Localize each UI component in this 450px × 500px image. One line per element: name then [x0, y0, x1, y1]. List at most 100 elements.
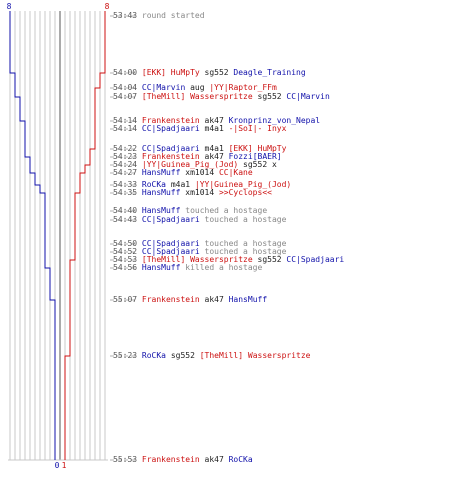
event-timestamp: 54:23	[113, 152, 142, 161]
event-timestamp: 54:27	[113, 168, 142, 177]
event-row: 55:07 Frankenstein ak47 HansMuff	[113, 295, 267, 304]
event-row: 54:00 [EKK] HuMpTy sg552 Deagle_Training	[113, 68, 306, 77]
event-text: RoCKa	[228, 455, 253, 464]
red-end-count: 1	[62, 461, 67, 470]
event-text: CC|Spadjaari	[141, 247, 200, 256]
event-text: |YY|Guinea_Pig_(Jod)	[141, 160, 239, 169]
event-timestamp: 54:14	[113, 116, 142, 125]
blue-end-count: 0	[55, 461, 60, 470]
red-team-alive-line	[64, 11, 106, 460]
event-row: 54:52 CC|Spadjaari touched a hostage	[113, 247, 286, 256]
event-row: 55:23 RoCKa sg552 [TheMill] Wasserspritz…	[113, 351, 311, 360]
event-text: Fozzi[BAER]	[228, 152, 282, 161]
event-row: 54:07 [TheMill] Wasserspritze sg552 CC|M…	[113, 92, 330, 101]
event-timestamp: 54:56	[113, 263, 142, 272]
event-timestamp: 54:00	[113, 68, 142, 77]
event-text: sg552	[252, 92, 287, 101]
event-timestamp: 54:24	[113, 160, 142, 169]
event-text: HansMuff	[141, 188, 181, 197]
event-text: touched a hostage	[199, 215, 287, 224]
event-text: touched a hostage	[199, 239, 287, 248]
event-row: 53:43 round started	[113, 11, 205, 20]
event-timestamp: 55:07	[113, 295, 142, 304]
event-timestamp: 54:07	[113, 92, 142, 101]
event-text: Frankenstein	[141, 455, 200, 464]
event-text: |YY|Guinea_Pig_(Jod)	[194, 180, 292, 189]
event-text: CC|Marvin	[141, 83, 186, 92]
event-timestamp: 53:43	[113, 11, 142, 20]
event-row: 54:14 Frankenstein ak47 Kronprinz_von_Ne…	[113, 116, 320, 125]
event-text: sg552	[166, 351, 200, 360]
event-row: 54:53 [TheMill] Wasserspritze sg552 CC|S…	[113, 255, 344, 264]
event-text: RoCKa	[141, 351, 166, 360]
event-text: CC|Kane	[218, 168, 253, 177]
event-text: HansMuff	[228, 295, 268, 304]
event-text: ak47	[199, 152, 229, 161]
event-text: aug	[185, 83, 210, 92]
event-text: sg552 x	[238, 160, 277, 169]
event-text: -|SoI|- Inyx	[228, 124, 287, 133]
event-text: CC|Spadjaari	[141, 124, 200, 133]
event-text: RoCKa	[141, 180, 166, 189]
event-text: [TheMill] Wasserspritze	[141, 255, 253, 264]
event-text: CC|Spadjaari	[286, 255, 345, 264]
event-text: >>Cyclops<<	[218, 188, 272, 197]
event-row: 54:56 HansMuff killed a hostage	[113, 263, 262, 272]
event-text: [EKK] HuMpTy	[141, 68, 200, 77]
event-timestamp: 54:52	[113, 247, 142, 256]
event-text: killed a hostage	[180, 263, 263, 272]
event-text: |YY|Raptor_FFm	[209, 83, 277, 92]
event-text: Deagle_Training	[233, 68, 306, 77]
event-timestamp: 55:53	[113, 455, 142, 464]
event-timestamp: 54:40	[113, 206, 142, 215]
event-row: 54:35 HansMuff xm1014 >>Cyclops<<	[113, 188, 272, 197]
event-text: m4a1	[199, 124, 229, 133]
event-text: ak47	[199, 116, 229, 125]
event-text: xm1014	[180, 188, 219, 197]
event-row: 54:40 HansMuff touched a hostage	[113, 206, 267, 215]
event-text: [TheMill] Wasserspritze	[141, 92, 253, 101]
event-row: 54:33 RoCKa m4a1 |YY|Guinea_Pig_(Jod)	[113, 180, 291, 189]
event-row: 54:23 Frankenstein ak47 Fozzi[BAER]	[113, 152, 282, 161]
event-row: 54:50 CC|Spadjaari touched a hostage	[113, 239, 286, 248]
event-text: sg552	[252, 255, 287, 264]
event-text: CC|Spadjaari	[141, 239, 200, 248]
event-text: ak47	[199, 455, 229, 464]
event-text: CC|Marvin	[286, 92, 330, 101]
blue-team-alive-line	[9, 11, 56, 460]
event-timestamp: 55:23	[113, 351, 142, 360]
event-text: ak47	[199, 295, 229, 304]
event-text: Kronprinz_von_Nepal	[228, 116, 321, 125]
event-text: Frankenstein	[141, 116, 200, 125]
event-text: m4a1	[166, 180, 195, 189]
event-text: xm1014	[180, 168, 219, 177]
event-timestamp: 54:35	[113, 188, 142, 197]
event-row: 55:53 Frankenstein ak47 RoCKa	[113, 455, 253, 464]
event-timestamp: 54:33	[113, 180, 142, 189]
event-text: CC|Spadjaari	[141, 215, 200, 224]
event-text: m4a1	[199, 144, 229, 153]
blue-start-count: 8	[7, 2, 12, 11]
event-text: round started	[141, 11, 205, 20]
event-row: 54:24 |YY|Guinea_Pig_(Jod) sg552 x	[113, 160, 277, 169]
event-row: 54:14 CC|Spadjaari m4a1 -|SoI|- Inyx	[113, 124, 286, 133]
event-text: [TheMill] Wasserspritze	[199, 351, 311, 360]
event-row: 54:27 HansMuff xm1014 CC|Kane	[113, 168, 253, 177]
event-timestamp: 54:04	[113, 83, 142, 92]
event-timestamp: 54:22	[113, 144, 142, 153]
event-timestamp: 54:43	[113, 215, 142, 224]
event-text: touched a hostage	[180, 206, 268, 215]
event-text: HansMuff	[141, 263, 181, 272]
event-text: HansMuff	[141, 206, 181, 215]
event-timestamp: 54:14	[113, 124, 142, 133]
event-text: CC|Spadjaari	[141, 144, 200, 153]
event-text: Frankenstein	[141, 295, 200, 304]
event-row: 54:04 CC|Marvin aug |YY|Raptor_FFm	[113, 83, 277, 92]
event-row: 54:22 CC|Spadjaari m4a1 [EKK] HuMpTy	[113, 144, 286, 153]
event-text: sg552	[199, 68, 234, 77]
event-text: HansMuff	[141, 168, 181, 177]
event-timestamp: 54:53	[113, 255, 142, 264]
event-text: touched a hostage	[199, 247, 287, 256]
event-timestamp: 54:50	[113, 239, 142, 248]
